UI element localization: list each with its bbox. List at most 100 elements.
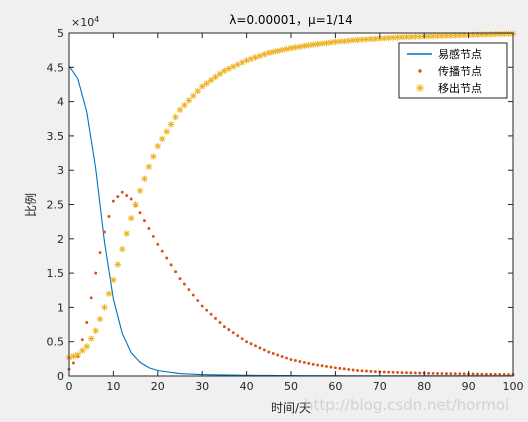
spreader-data-point-51 [293, 359, 297, 362]
spreader-data-point-92 [476, 372, 479, 376]
removed-data-point-8 [101, 304, 108, 311]
x-tick-label-90: 90 [462, 380, 476, 393]
chart-title: λ=0.00001，μ=1/14 [229, 13, 352, 27]
removed-data-point-49 [283, 45, 290, 53]
spreader-data-point-96 [493, 372, 497, 376]
removed-data-point-3 [79, 347, 86, 354]
removed-data-point-53 [301, 42, 308, 50]
spreader-data-point-9 [107, 215, 111, 218]
spreader-data-point-76 [404, 371, 408, 375]
spreader-data-point-61 [338, 366, 342, 370]
watermark-text: http://blog.csdn.net/hormoi [304, 396, 509, 414]
spreader-data-point-77 [409, 371, 413, 375]
x-tick-label-100: 100 [503, 380, 524, 393]
spreader-data-point-44 [262, 348, 266, 352]
removed-data-point-83 [434, 32, 441, 40]
spreader-data-point-58 [325, 364, 328, 368]
spreader-data-point-14 [129, 197, 133, 201]
spreader-data-point-75 [400, 371, 404, 375]
y-tick-label-6: 3 [57, 164, 64, 177]
spreader-data-point-99 [507, 373, 511, 377]
legend: 易感节点 传播节点 移出节点 [398, 42, 508, 99]
spreader-data-point-85 [444, 372, 448, 376]
spreader-data-point-22 [165, 256, 169, 260]
legend-box [398, 42, 508, 99]
spreader-data-point-82 [431, 371, 435, 375]
spreader-data-point-66 [360, 369, 364, 373]
spreader-data-point-12 [120, 190, 124, 194]
removed-data-point-59 [327, 39, 335, 46]
removed-data-point-11 [114, 261, 122, 268]
spreader-data-point-18 [147, 227, 151, 230]
legend-susceptible-label: 易感节点 [438, 48, 482, 61]
spreader-data-point-52 [298, 360, 302, 363]
removed-data-point-12 [119, 245, 126, 253]
spreader-data-point-34 [218, 321, 222, 324]
spreader-data-point-59 [329, 365, 333, 369]
removed-data-point-60 [332, 38, 339, 46]
y-tick-label-1: 0.5 [47, 336, 65, 349]
removed-data-point-48 [278, 46, 286, 54]
x-tick-label-0: 0 [66, 380, 73, 393]
removed-data-point-15 [132, 201, 139, 208]
spreader-data-point-46 [271, 352, 275, 355]
removed-data-point-55 [310, 41, 317, 48]
removed-data-point-24 [172, 113, 179, 121]
spreader-data-point-31 [205, 308, 209, 312]
spreader-data-point-60 [333, 366, 337, 370]
spreader-data-point-6 [94, 271, 98, 275]
spreader-data-point-42 [254, 344, 257, 348]
removed-data-point-27 [185, 97, 193, 104]
spreader-data-point-78 [413, 371, 417, 375]
removed-data-point-47 [274, 47, 281, 55]
spreader-data-point-62 [342, 367, 346, 371]
spreader-data-point-47 [276, 353, 280, 357]
spreader-data-point-25 [178, 277, 182, 281]
y-tick-label-2: 1 [57, 301, 64, 314]
spreader-data-point-40 [245, 340, 249, 344]
removed-data-point-32 [207, 76, 215, 84]
removed-data-point-35 [221, 67, 228, 74]
removed-data-point-30 [198, 83, 206, 90]
spreader-data-point-93 [480, 372, 484, 376]
removed-data-point-58 [323, 39, 330, 47]
removed-data-point-66 [358, 36, 366, 43]
spreader-data-point-81 [427, 371, 431, 375]
y-tick-label-4: 2 [57, 233, 64, 246]
spreader-data-point-83 [436, 372, 439, 375]
spreader-data-point-21 [160, 249, 164, 253]
removed-data-point-44 [261, 51, 268, 58]
spreader-data-point-91 [471, 372, 475, 376]
x-tick-label-10: 10 [106, 380, 120, 393]
y-multiplier-label: ×104 [71, 15, 99, 29]
x-tick-label-80: 80 [417, 380, 431, 393]
spreader-data-point-36 [227, 328, 231, 332]
removed-data-point-34 [216, 70, 224, 78]
y-multiplier-base: ×10 [71, 16, 94, 29]
spreader-data-point-73 [391, 370, 395, 374]
spreader-data-point-11 [116, 195, 120, 199]
spreader-data-point-67 [365, 369, 368, 373]
y-axis-label: 比例 [24, 193, 38, 217]
spreader-data-point-8 [103, 230, 106, 234]
removed-data-point-40 [243, 57, 250, 64]
removed-data-point-26 [181, 101, 188, 109]
spreader-data-point-17 [143, 219, 146, 223]
removed-data-point-7 [96, 315, 104, 323]
y-tick-label-7: 3.5 [47, 130, 65, 143]
spreader-data-point-30 [200, 304, 204, 308]
removed-data-point-21 [159, 135, 166, 143]
removed-data-point-57 [318, 40, 326, 47]
spreader-data-point-74 [396, 370, 400, 374]
x-tick-label-50: 50 [284, 380, 298, 393]
removed-data-point-4 [83, 343, 90, 350]
spreader-data-point-4 [85, 321, 89, 324]
spreader-data-point-53 [302, 360, 306, 364]
legend-removed-marker [416, 84, 424, 92]
spreader-data-point-48 [280, 355, 284, 358]
removed-data-point-5 [87, 335, 95, 342]
spreader-data-point-23 [169, 263, 173, 267]
spreader-data-point-29 [196, 299, 200, 302]
spreader-data-point-35 [222, 325, 226, 329]
